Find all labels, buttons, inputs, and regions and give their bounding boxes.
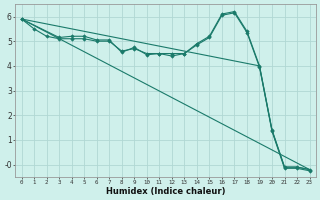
X-axis label: Humidex (Indice chaleur): Humidex (Indice chaleur) (106, 187, 225, 196)
